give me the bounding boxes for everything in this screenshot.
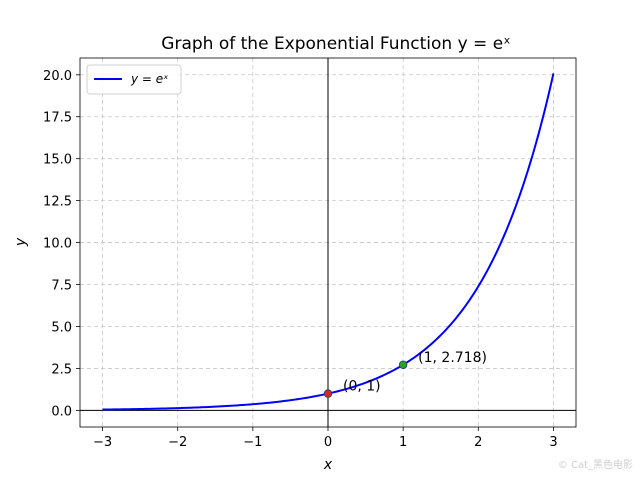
x-axis-label: x xyxy=(323,457,333,473)
data-point xyxy=(398,360,408,369)
y-tick-label: 0.0 xyxy=(51,404,72,419)
legend-label: y = eˣ xyxy=(130,72,169,86)
x-tick-label: 3 xyxy=(549,435,557,450)
y-tick-label: 12.5 xyxy=(43,195,72,210)
y-axis-label: y xyxy=(13,237,29,247)
y-tick-label: 17.5 xyxy=(43,111,72,126)
x-tick-label: −2 xyxy=(168,435,187,450)
x-tick-label: 1 xyxy=(399,435,407,450)
legend: y = eˣ xyxy=(86,64,182,95)
y-ticks: 0.0 2.5 5.0 7.5 10.0 12.5 15.0 17.5 20.0 xyxy=(43,69,80,419)
zero-axes xyxy=(80,58,576,427)
x-tick-label: 0 xyxy=(324,435,332,450)
chart-title: Graph of the Exponential Function y = eˣ xyxy=(161,34,510,54)
y-tick-label: 20.0 xyxy=(43,69,72,84)
x-tick-label: 2 xyxy=(474,435,482,450)
y-tick-label: 10.0 xyxy=(43,237,72,252)
y-tick-label: 7.5 xyxy=(51,279,72,294)
data-point xyxy=(323,389,333,398)
y-tick-label: 5.0 xyxy=(51,320,72,335)
points-layer: (0, 1) (1, 2.718) xyxy=(323,350,487,398)
x-tick-label: −3 xyxy=(93,435,112,450)
y-tick-label: 15.0 xyxy=(43,153,72,168)
point-annotation: (1, 2.718) xyxy=(418,350,487,366)
y-tick-label: 2.5 xyxy=(51,362,72,377)
x-tick-label: −1 xyxy=(243,435,262,450)
point-annotation: (0, 1) xyxy=(343,379,381,395)
x-ticks: −3 −2 −1 0 1 2 3 xyxy=(93,427,558,450)
watermark: © Cat_黑色电影 xyxy=(558,458,633,471)
legend-box xyxy=(86,64,182,95)
